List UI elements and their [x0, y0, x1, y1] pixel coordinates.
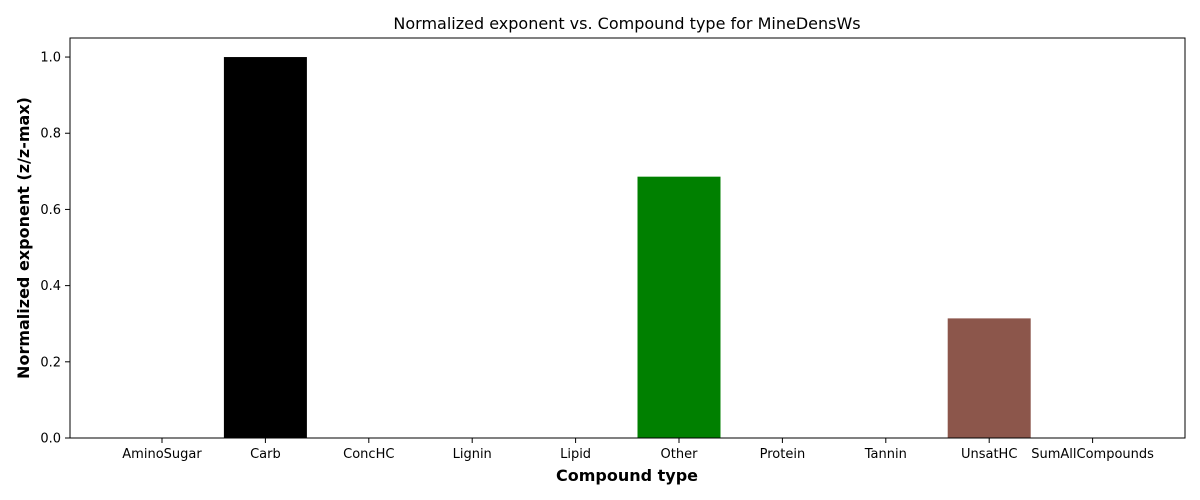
y-tick-label: 1.0 — [40, 51, 61, 66]
x-tick-label: SumAllCompounds — [1031, 447, 1154, 462]
x-tick-label: ConcHC — [343, 447, 394, 462]
x-tick-label: Protein — [760, 447, 806, 462]
chart-title: Normalized exponent vs. Compound type fo… — [393, 14, 860, 33]
x-tick-label: Other — [661, 447, 699, 462]
x-tick-label: Tannin — [864, 447, 907, 462]
x-tick-label: Lipid — [560, 447, 591, 462]
y-tick-label: 0.0 — [40, 432, 61, 447]
x-tick-label: AminoSugar — [122, 447, 202, 462]
y-tick-label: 0.6 — [40, 203, 61, 218]
plot-frame — [69, 37, 1186, 439]
y-tick-label: 0.8 — [40, 127, 61, 142]
bars-group — [223, 57, 1031, 439]
x-tick-label: Lignin — [453, 447, 492, 462]
x-tick-label: UnsatHC — [961, 447, 1017, 462]
bar-carb — [223, 57, 307, 439]
y-tick-label: 0.2 — [40, 355, 61, 370]
ticks-group: AminoSugar Carb ConcHC Lignin Lipid Other Prot… — [40, 51, 1154, 462]
x-tick-label: Carb — [250, 447, 281, 462]
bar-unsathc — [947, 318, 1031, 438]
bar-other — [637, 176, 721, 439]
x-axis-label: Compound type — [556, 466, 698, 485]
y-axis-label: Normalized exponent (z/z-max) — [14, 97, 33, 379]
y-tick-label: 0.4 — [40, 279, 61, 294]
